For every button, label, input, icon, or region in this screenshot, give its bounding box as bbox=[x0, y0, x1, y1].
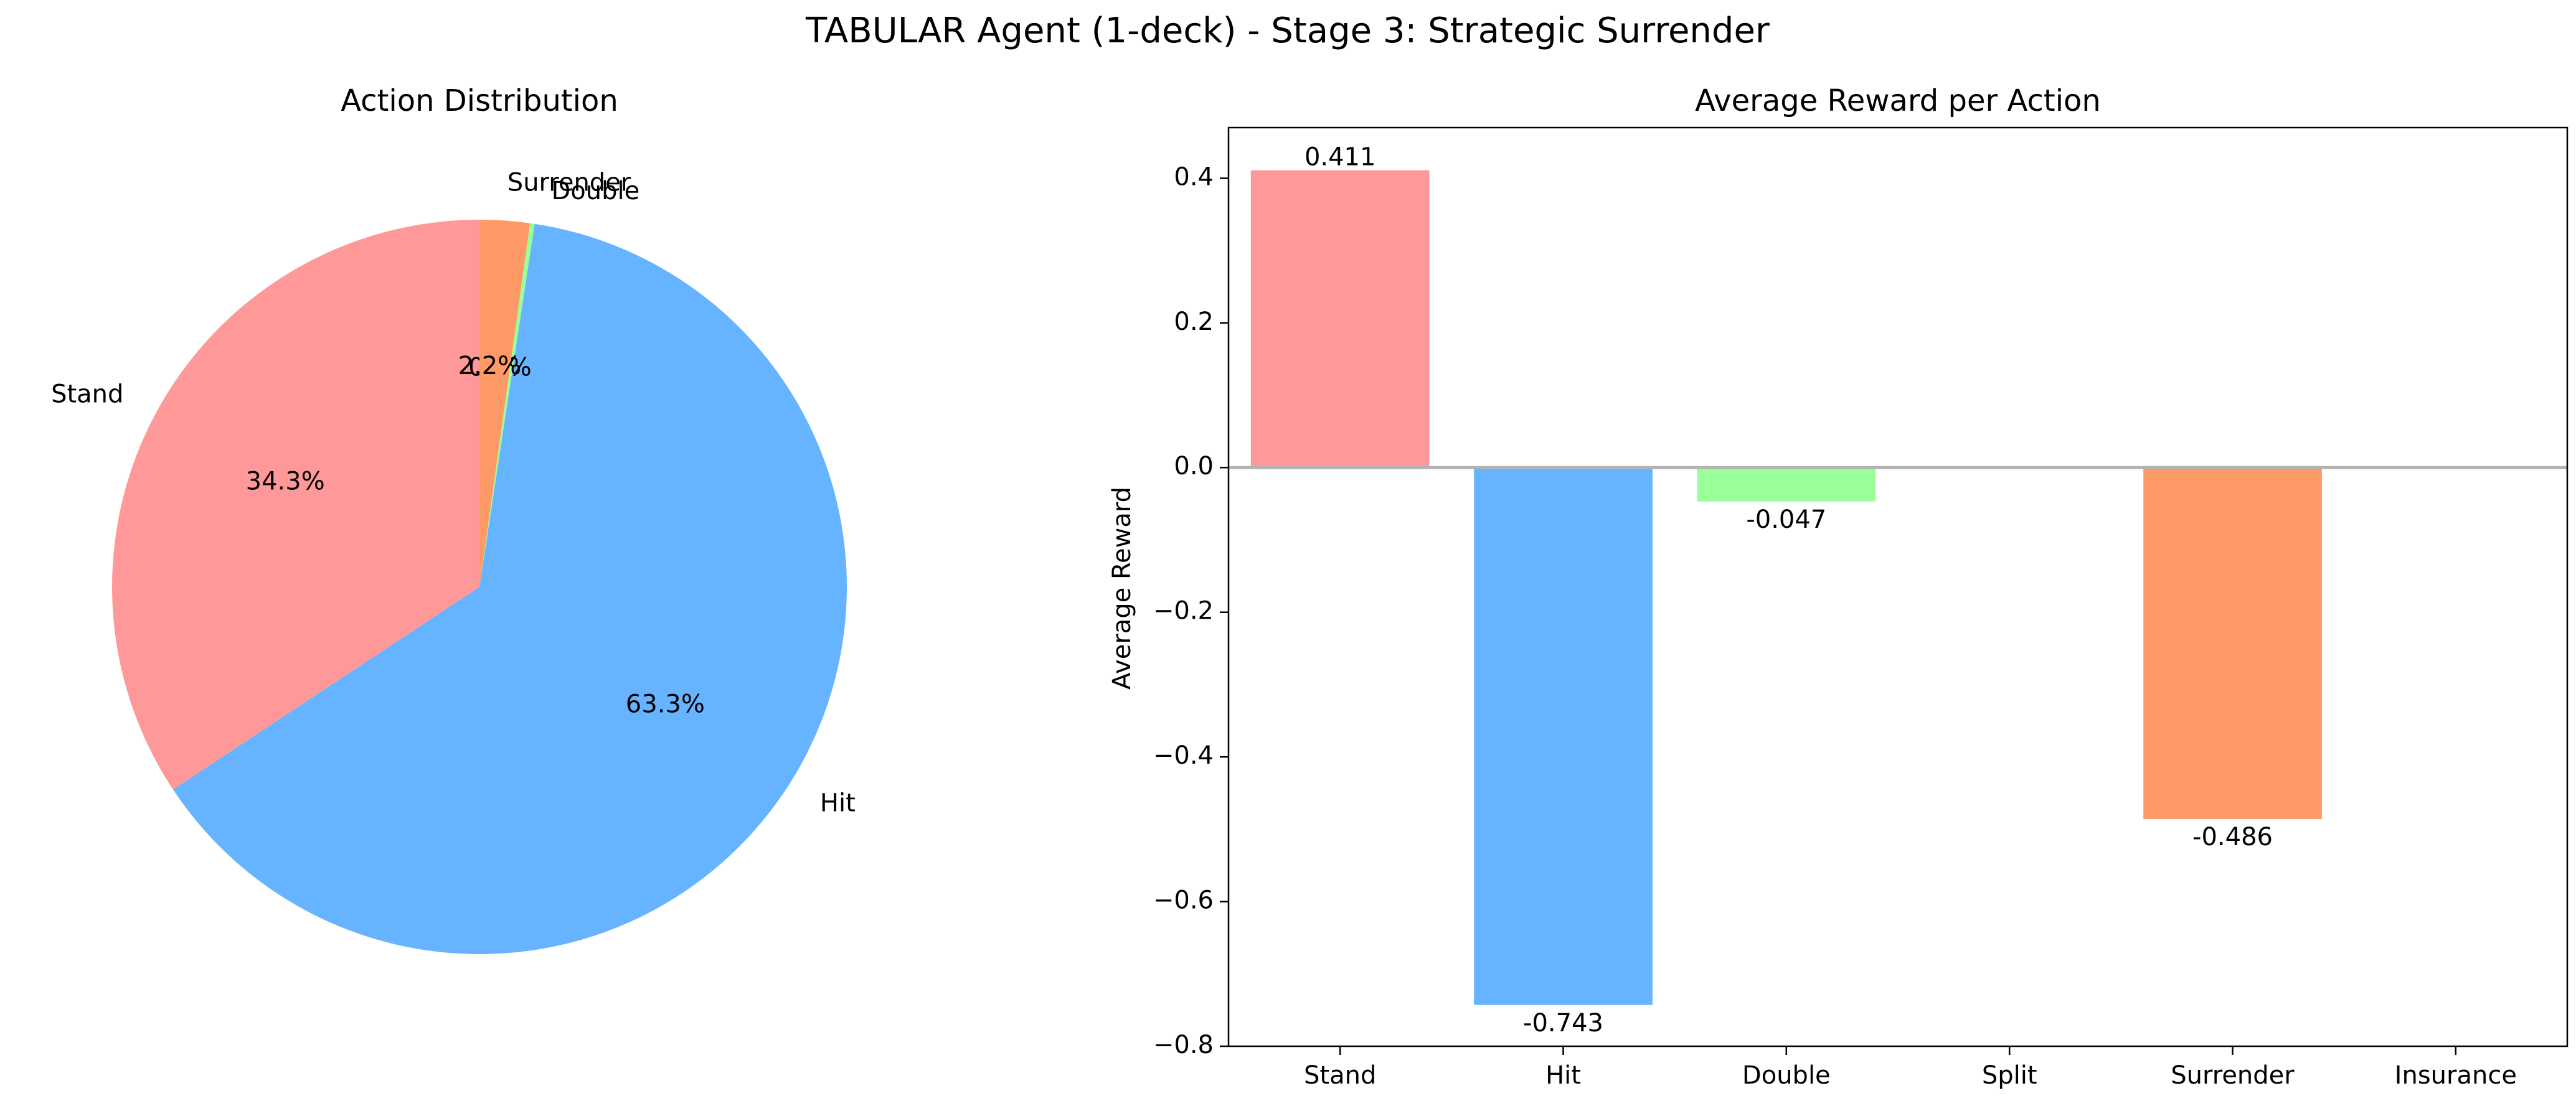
pie-percent-label-hit: 63.3% bbox=[626, 690, 705, 719]
y-tick-label: 0.0 bbox=[1174, 452, 1214, 480]
figure-title: TABULAR Agent (1-deck) - Stage 3: Strate… bbox=[805, 11, 1770, 51]
pie-label-surrender: Surrender bbox=[507, 169, 631, 197]
y-tick-label: 0.4 bbox=[1174, 162, 1214, 191]
pie-label-hit: Hit bbox=[820, 789, 856, 818]
bar-chart-y-axis-label: Average Reward bbox=[1108, 487, 1136, 690]
x-tick-label-surrender: Surrender bbox=[2171, 1061, 2295, 1090]
x-tick-label-split: Split bbox=[1982, 1061, 2037, 1090]
pie-chart: Action Distribution Stand 34.3% Hit 63.3% Do… bbox=[51, 83, 856, 955]
x-tick-label-stand: Stand bbox=[1304, 1061, 1376, 1090]
pie-label-double: Double bbox=[552, 177, 640, 205]
bar-chart: Average Reward per Action Average Reward… bbox=[1108, 83, 2569, 1090]
bar-stand bbox=[1250, 170, 1430, 468]
x-tick-label-insurance: Insurance bbox=[2395, 1061, 2517, 1090]
bar-value-label-stand: 0.411 bbox=[1305, 143, 1376, 172]
pie-slice-double bbox=[479, 223, 535, 587]
x-tick-label-hit: Hit bbox=[1545, 1061, 1581, 1090]
pie-slice-surrender bbox=[479, 220, 531, 587]
bar-chart-axes-frame bbox=[1227, 126, 2569, 1047]
bar-hit bbox=[1474, 467, 1653, 1005]
pie-slice-hit bbox=[172, 223, 847, 955]
y-tick-label: −0.6 bbox=[1153, 886, 1214, 915]
y-tick-label: 0.2 bbox=[1174, 307, 1214, 336]
bar-surrender bbox=[2143, 467, 2322, 819]
pie-percent-label-surrender: 2.2% bbox=[458, 352, 522, 380]
pie-percent-label-stand: 34.3% bbox=[246, 467, 325, 495]
pie-slice-stand bbox=[111, 220, 479, 790]
x-tick-label-double: Double bbox=[1742, 1061, 1831, 1090]
bar-chart-title: Average Reward per Action bbox=[1695, 83, 2101, 118]
y-tick-label: −0.8 bbox=[1153, 1031, 1214, 1059]
bar-value-label-surrender: -0.486 bbox=[2192, 823, 2273, 851]
y-tick-label: −0.4 bbox=[1153, 741, 1214, 770]
bar-value-label-hit: -0.743 bbox=[1523, 1009, 1603, 1038]
pie-chart-title: Action Distribution bbox=[341, 83, 618, 118]
bar-value-label-double: -0.047 bbox=[1746, 505, 1826, 534]
bar-double bbox=[1697, 467, 1876, 502]
y-tick-label: −0.2 bbox=[1153, 597, 1214, 626]
pie-label-stand: Stand bbox=[51, 380, 123, 409]
